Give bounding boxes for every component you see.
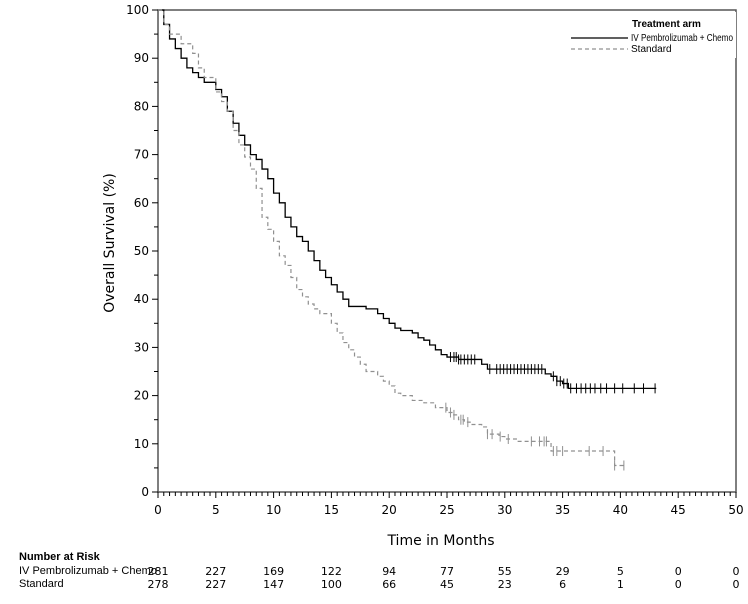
risk-value: 147 <box>263 578 285 591</box>
risk-value: 227 <box>205 578 227 591</box>
risk-value: 45 <box>440 578 454 591</box>
risk-row-label: IV Pembrolizumab + Chemo <box>19 565 157 577</box>
legend: Treatment arm IV Pembrolizumab + Chemo S… <box>560 12 736 58</box>
y-tick-label: 40 <box>134 292 149 306</box>
plot-frame <box>157 9 737 493</box>
x-tick-label: 0 <box>154 503 162 517</box>
x-tick-label: 15 <box>324 503 339 517</box>
y-tick-label: 10 <box>134 437 149 451</box>
risk-value: 281 <box>147 565 169 578</box>
risk-value: 66 <box>382 578 397 591</box>
risk-value: 6 <box>559 578 567 591</box>
y-tick-label: 0 <box>141 485 149 499</box>
legend-label-pembrolizumab: IV Pembrolizumab + Chemo <box>631 33 733 44</box>
y-tick-label: 20 <box>134 389 149 403</box>
x-tick-label: 45 <box>671 503 686 517</box>
risk-value: 0 <box>732 565 740 578</box>
risk-value: 77 <box>440 565 454 578</box>
curve-standard <box>158 9 624 467</box>
curves <box>158 9 657 471</box>
risk-value: 29 <box>555 565 570 578</box>
y-axis-title: Overall Survival (%) <box>102 173 118 313</box>
x-tick-label: 5 <box>212 503 220 517</box>
risk-value: 55 <box>497 565 512 578</box>
risk-value: 0 <box>674 578 682 591</box>
risk-value: 278 <box>147 578 169 591</box>
x-tick-label: 25 <box>439 503 454 517</box>
y-tick-label: 60 <box>134 196 149 210</box>
x-tick-label: 50 <box>728 503 743 517</box>
x-tick-label: 20 <box>382 503 397 517</box>
risk-value: 1 <box>616 578 624 591</box>
risk-value: 122 <box>320 565 342 578</box>
risk-value: 100 <box>320 578 342 591</box>
risk-value: 0 <box>732 578 740 591</box>
risk-value: 227 <box>205 565 227 578</box>
y-tick-label: 80 <box>134 99 149 113</box>
legend-title: Treatment arm <box>632 19 701 30</box>
curve-pembrolizumab <box>158 9 657 390</box>
x-tick-label: 30 <box>497 503 512 517</box>
x-tick-label: 10 <box>266 503 281 517</box>
risk-value: 94 <box>382 565 397 578</box>
risk-value: 169 <box>263 565 285 578</box>
axes: 0 10 20 30 40 50 60 70 80 90 100 0 5 10 15 20 25 30 35 40 45… <box>126 3 744 517</box>
y-tick-label: 100 <box>126 3 149 17</box>
x-axis-title: Time in Months <box>386 533 494 545</box>
risk-row-label: Standard <box>19 578 64 590</box>
y-tick-label: 90 <box>134 51 149 65</box>
risk-table-header: Number at Risk <box>19 551 100 563</box>
km-chart: 0 10 20 30 40 50 60 70 80 90 100 0 5 10 15 20 25 30 35 40 45… <box>102 3 744 545</box>
risk-value: 23 <box>497 578 512 591</box>
y-tick-label: 70 <box>134 148 149 162</box>
y-tick-label: 30 <box>134 340 149 354</box>
risk-value: 5 <box>616 565 624 578</box>
legend-label-standard: Standard <box>631 44 672 55</box>
x-tick-label: 35 <box>555 503 570 517</box>
x-tick-label: 40 <box>613 503 628 517</box>
y-tick-label: 50 <box>134 244 149 258</box>
risk-value: 0 <box>674 565 682 578</box>
legend-box <box>560 12 736 58</box>
